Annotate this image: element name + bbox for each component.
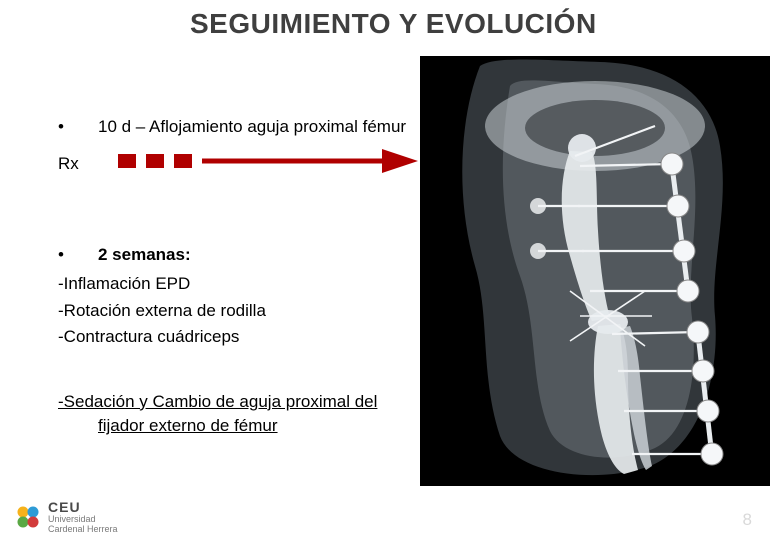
logo-cross-icon (14, 503, 42, 531)
university-logo: CEU Universidad Cardenal Herrera (14, 500, 118, 534)
slide: SEGUIMIENTO Y EVOLUCIÓN • 10 d – Aflojam… (0, 0, 780, 540)
page-number: 8 (743, 510, 752, 530)
arrow-icon (118, 146, 418, 184)
bullet-item-1: • 10 d – Aflojamiento aguja proximal fém… (58, 115, 428, 140)
bullet-mark: • (58, 243, 98, 268)
action-line: -Sedación y Cambio de aguja proximal del (58, 390, 428, 415)
finding-item: -Contractura cuádriceps (58, 325, 428, 350)
finding-item: -Rotación externa de rodilla (58, 299, 428, 324)
rx-row: Rx (58, 146, 428, 184)
logo-line: Cardenal Herrera (48, 525, 118, 534)
logo-ceu: CEU (48, 500, 118, 515)
footer-bar (100, 494, 780, 540)
findings-list: -Inflamación EPD-Rotación externa de rod… (58, 272, 428, 350)
xray-image (420, 56, 770, 486)
finding-item: -Inflamación EPD (58, 272, 428, 297)
logo-text: CEU Universidad Cardenal Herrera (48, 500, 118, 534)
bullet-item-2: • 2 semanas: -Inflamación EPD-Rotación e… (58, 243, 428, 439)
bullet-text: 10 d – Aflojamiento aguja proximal fémur (98, 115, 428, 140)
action-line: fijador externo de fémur (58, 414, 428, 439)
action-text: -Sedación y Cambio de aguja proximal del… (58, 390, 428, 439)
bullet-mark: • (58, 115, 98, 140)
bullet-label: 2 semanas: (98, 243, 428, 268)
rx-label: Rx (58, 152, 98, 177)
slide-title: SEGUIMIENTO Y EVOLUCIÓN (190, 8, 597, 40)
content-area: • 10 d – Aflojamiento aguja proximal fém… (58, 115, 428, 439)
